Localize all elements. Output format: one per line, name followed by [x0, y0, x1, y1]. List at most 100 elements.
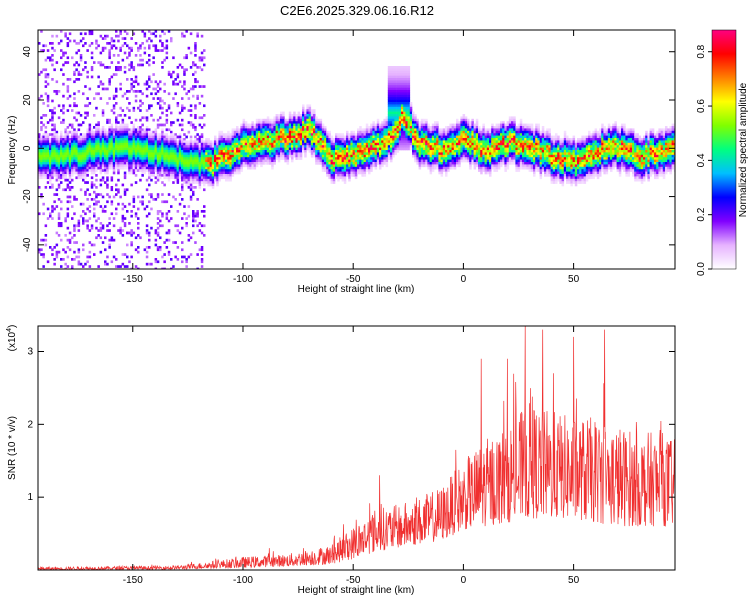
- spectrogram-cell: [207, 145, 210, 148]
- spectrogram-cell: [46, 162, 50, 165]
- spectrogram-cell: [123, 126, 127, 129]
- spectrogram-cell: [359, 138, 362, 141]
- spectrogram-cell: [49, 150, 52, 153]
- spectrogram-cell: [42, 202, 45, 206]
- spectrogram-cell: [194, 140, 197, 144]
- spectrogram-cell: [447, 150, 450, 153]
- spectrogram-cell: [108, 164, 111, 168]
- spectrogram-cell: [332, 147, 336, 151]
- spectrogram-cell: [132, 138, 136, 141]
- spectrogram-cell: [165, 169, 169, 172]
- spectrogram-cell: [134, 145, 138, 148]
- spectrogram-cell: [376, 123, 380, 127]
- spectrogram-cell: [231, 150, 235, 153]
- spectrogram-cell: [121, 164, 125, 168]
- spectrogram-cell: [46, 140, 50, 144]
- spectrogram-cell: [275, 114, 279, 117]
- spectrogram-cell: [66, 183, 70, 187]
- spectrogram-cell: [401, 130, 404, 134]
- spectrogram-cell: [75, 78, 78, 81]
- spectrogram-cell: [44, 92, 48, 96]
- spectrogram-cell: [84, 190, 87, 194]
- spectrogram-cell: [145, 166, 149, 170]
- spectrogram-cell: [394, 75, 397, 79]
- spectrogram-cell: [412, 128, 415, 132]
- spectrogram-cell: [42, 49, 45, 52]
- spectrogram-cell: [427, 159, 430, 163]
- spectrogram-cell: [282, 123, 285, 127]
- spectrogram-cell: [207, 183, 210, 187]
- spectrogram-cell: [236, 164, 239, 168]
- spectrogram-cell: [132, 171, 136, 175]
- spectrogram-cell: [117, 164, 120, 168]
- spectrogram-cell: [126, 231, 129, 235]
- spectrogram-cell: [90, 130, 94, 134]
- spectrogram-cell: [152, 150, 155, 153]
- spectrogram-cell: [49, 178, 52, 182]
- spectrogram-cell: [183, 145, 186, 148]
- spectrogram-cell: [405, 130, 408, 134]
- spectrogram-cell: [99, 166, 103, 170]
- spectrogram-cell: [341, 133, 345, 136]
- spectrogram-cell: [297, 135, 301, 139]
- spectrogram-cell: [434, 157, 437, 160]
- spectrogram-cell: [438, 128, 441, 132]
- spectrogram-cell: [381, 164, 384, 168]
- spectrogram-cell: [271, 126, 274, 129]
- spectrogram-cell: [438, 130, 441, 134]
- spectrogram-cell: [44, 162, 48, 165]
- spectrogram-cell: [392, 152, 395, 156]
- spectrogram-cell: [249, 142, 252, 146]
- spectrogram-cell: [60, 174, 63, 177]
- spectrogram-cell: [218, 140, 221, 144]
- spectrogram-cell: [319, 123, 323, 127]
- spectrogram-cell: [101, 166, 105, 170]
- spectrogram-cell: [82, 37, 85, 40]
- spectrogram-cell: [453, 159, 457, 163]
- spectrogram-cell: [240, 152, 243, 156]
- spectrogram-cell: [60, 152, 63, 156]
- spectrogram-cell: [293, 116, 296, 120]
- spectrogram-cell: [249, 133, 252, 136]
- spectrogram-cell: [390, 78, 393, 81]
- spectrogram-cell: [167, 138, 171, 141]
- spectrogram-cell: [79, 142, 83, 146]
- spectrogram-cell: [46, 73, 50, 76]
- spectrogram-cell: [396, 66, 400, 69]
- spectrogram-cell: [447, 147, 450, 151]
- spectrogram-cell: [442, 145, 446, 148]
- spectrogram-cell: [209, 174, 213, 177]
- spectrogram-cell: [284, 130, 287, 134]
- spectrogram-cell: [361, 145, 364, 148]
- spectrogram-cell: [361, 142, 364, 146]
- spectrogram-cell: [229, 138, 232, 141]
- spectrogram-cell: [284, 123, 287, 127]
- spectrogram-cell: [77, 171, 81, 175]
- spectrogram-cell: [64, 267, 67, 269]
- spectrogram-cell: [110, 236, 114, 240]
- spectrogram-cell: [203, 104, 206, 108]
- spectrogram-cell: [306, 111, 309, 115]
- spectrogram-cell: [236, 130, 239, 134]
- spectrogram-cell: [236, 138, 239, 141]
- spectrogram-cell: [143, 138, 147, 141]
- spectrogram-cell: [57, 178, 61, 182]
- spectrogram-cell: [90, 138, 94, 141]
- spectrogram-cell: [293, 154, 296, 158]
- spectrogram-cell: [132, 166, 136, 170]
- spectrogram-cell: [361, 135, 364, 139]
- spectrogram-cell: [425, 142, 428, 146]
- spectrogram-cell: [121, 219, 125, 223]
- spectrogram-cell: [319, 142, 323, 146]
- spectrogram-cell: [77, 166, 81, 170]
- spectrogram-cell: [260, 147, 263, 151]
- spectrogram-cell: [319, 150, 323, 153]
- spectrogram-cell: [429, 162, 433, 165]
- spectrogram-cell: [51, 171, 54, 175]
- spectrogram-cell: [407, 145, 411, 148]
- spectrogram-cell: [183, 147, 186, 151]
- spectrogram-cell: [207, 164, 210, 168]
- spectrogram-cell: [240, 159, 243, 163]
- spectrogram-cell: [328, 174, 331, 177]
- spectrogram-cell: [445, 166, 448, 170]
